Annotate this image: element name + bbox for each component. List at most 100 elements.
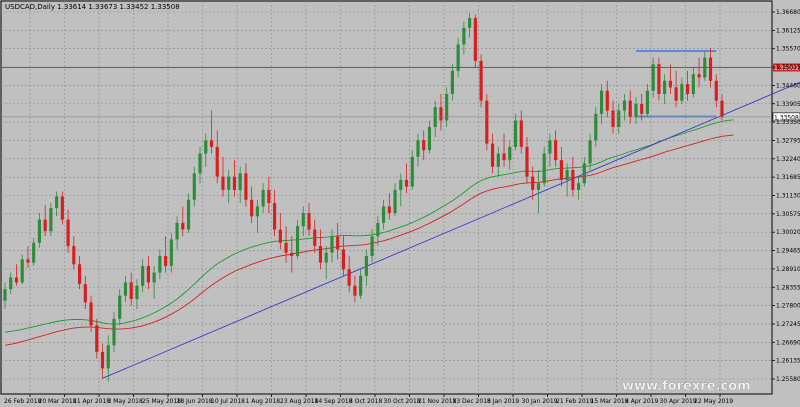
x-tick-label: 22 May 2019 xyxy=(694,398,733,405)
candle-body xyxy=(594,113,598,141)
candle-body xyxy=(215,146,219,177)
candle-body xyxy=(714,80,718,101)
candle-body xyxy=(66,219,70,247)
candle-body xyxy=(123,282,128,296)
candle-body xyxy=(347,269,351,286)
x-tick-label: 8 Jan 2019 xyxy=(487,398,519,405)
y-tick-label: 1.26690 xyxy=(776,339,800,346)
x-tick-label: 15 Mar 2019 xyxy=(591,398,629,405)
candle-body xyxy=(106,345,110,369)
candle-body xyxy=(14,277,19,283)
candle-body xyxy=(525,146,529,177)
candle-body xyxy=(554,140,558,161)
y-tick-label: 1.35015 xyxy=(776,64,800,71)
candle-body xyxy=(20,259,24,283)
candle-body xyxy=(158,256,162,273)
candle-body xyxy=(508,146,512,161)
candle-body xyxy=(387,206,391,214)
candles xyxy=(3,12,724,382)
candle-body xyxy=(72,246,76,265)
y-tick-label: 1.28355 xyxy=(776,284,800,291)
y-tick-label: 1.32240 xyxy=(776,156,800,163)
candle-body xyxy=(468,17,472,28)
x-tick-label: 26 Feb 2018 xyxy=(4,398,42,405)
candle-body xyxy=(204,140,208,154)
candle-body xyxy=(577,183,581,190)
candle-body xyxy=(410,156,414,187)
candle-body xyxy=(450,70,454,94)
x-tick-label: 21 Feb 2019 xyxy=(556,398,594,405)
candle-body xyxy=(399,179,403,190)
candle-body xyxy=(370,236,374,257)
x-tick-label: 30 Apr 2019 xyxy=(660,398,697,405)
candle-body xyxy=(112,318,116,346)
candle-body xyxy=(198,153,202,174)
y-tick-label: 1.29465 xyxy=(776,248,800,255)
candle-body xyxy=(164,256,168,266)
candle-body xyxy=(565,170,569,180)
candle-body xyxy=(490,143,495,167)
y-tick-label: 1.26135 xyxy=(776,358,800,365)
candle-body xyxy=(186,199,191,230)
x-tick-label: 14 Sep 2018 xyxy=(315,398,353,405)
y-tick-label: 1.33905 xyxy=(776,101,800,108)
candle-body xyxy=(37,219,41,243)
candle-body xyxy=(605,90,609,111)
candle-body xyxy=(353,285,357,296)
candle-body xyxy=(404,179,409,187)
candle-body xyxy=(169,239,173,266)
x-tick-label: 13 Dec 2018 xyxy=(453,398,492,405)
x-tick-label: 11 Apr 2018 xyxy=(73,398,110,405)
grid xyxy=(1,1,772,394)
candle-body xyxy=(622,100,627,111)
candle-body xyxy=(536,183,541,190)
moving-average-line xyxy=(4,119,734,333)
chart-title: USDCAD,Daily 1.33614 1.33673 1.33452 1.3… xyxy=(5,3,180,11)
candle-body xyxy=(697,74,701,78)
y-tick-label: 1.35570 xyxy=(776,46,800,53)
candle-body xyxy=(324,252,328,263)
candle-body xyxy=(674,87,678,101)
x-tick-label: 21 Nov 2018 xyxy=(418,398,457,405)
candle-body xyxy=(26,259,30,263)
candle-body xyxy=(192,173,196,200)
x-tick-label: 1 Aug 2018 xyxy=(246,398,281,405)
candle-body xyxy=(83,284,87,303)
candle-body xyxy=(496,153,500,167)
candle-body xyxy=(77,264,82,285)
candle-body xyxy=(462,27,466,45)
candle-body xyxy=(680,84,684,101)
candle-body xyxy=(445,93,449,121)
candle-body xyxy=(531,176,535,190)
y-tick-label: 1.27800 xyxy=(776,303,800,310)
candle-body xyxy=(651,64,655,91)
x-tick-label: 20 Mar 2018 xyxy=(39,398,77,405)
y-tick-label: 1.32795 xyxy=(776,137,800,144)
candle-body xyxy=(60,196,64,220)
candle-body xyxy=(628,100,632,118)
candle-body xyxy=(640,103,644,114)
candle-body xyxy=(273,203,277,230)
candle-body xyxy=(599,90,604,114)
candle-body xyxy=(43,219,47,232)
y-tick-label: 1.28910 xyxy=(776,266,800,273)
candle-body xyxy=(55,196,59,209)
plot-background xyxy=(0,0,773,395)
candle-body xyxy=(336,236,340,250)
watermark: www.forexre.com xyxy=(622,379,751,394)
candle-body xyxy=(318,246,323,263)
candle-body xyxy=(295,226,300,257)
candle-body xyxy=(708,57,713,81)
y-tick-label: 1.34460 xyxy=(776,82,800,89)
candle-body xyxy=(559,160,563,180)
x-tick-label: 8 Apr 2019 xyxy=(625,398,658,405)
candle-body xyxy=(49,208,53,232)
candle-body xyxy=(330,236,334,253)
candle-body xyxy=(456,44,460,71)
candle-body xyxy=(250,199,254,217)
trendlines xyxy=(102,50,800,379)
candle-body xyxy=(634,103,638,118)
resistance-level-tag xyxy=(773,63,800,72)
x-tick-label: 3 May 2018 xyxy=(108,398,143,405)
